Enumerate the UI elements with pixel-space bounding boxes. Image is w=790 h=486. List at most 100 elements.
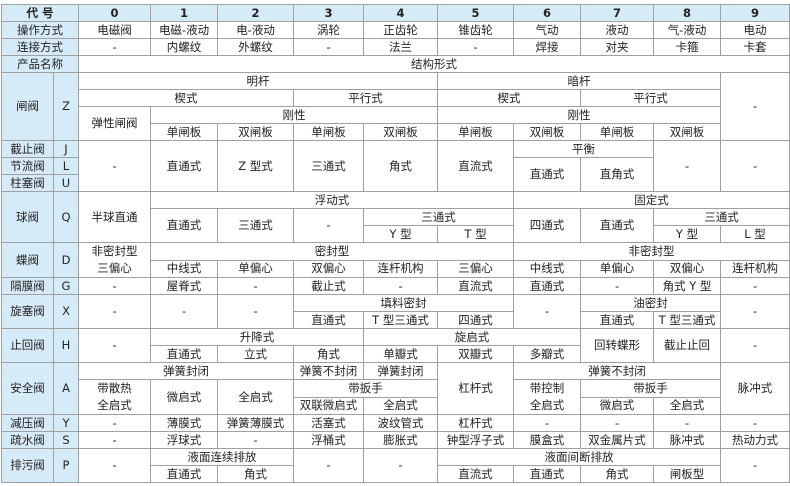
cell: -	[293, 448, 365, 483]
cell: 截止式	[293, 277, 365, 295]
cell: 双闸板	[217, 123, 295, 141]
cell: 直流式	[437, 465, 515, 483]
cell: 涡轮	[293, 21, 365, 39]
gate-row: 弹性闸阀 刚性 刚性	[2, 106, 790, 141]
cell: 三通式	[363, 208, 515, 226]
cell: 楔式	[437, 89, 582, 107]
cell: 带控制 全启式	[513, 379, 582, 415]
cell: 电磁-液动	[150, 21, 219, 39]
cell: -	[150, 294, 219, 329]
cell: 三偏心	[437, 259, 515, 278]
column-header: 0	[78, 4, 152, 22]
throttle-row: 节流阀 L 直通式 直角式	[1, 157, 790, 192]
cell: 双闸板	[363, 123, 439, 141]
cell: 直通式	[150, 208, 219, 243]
valve-code: D	[52, 242, 80, 278]
valve-name: 节流阀	[1, 157, 54, 175]
cell: -	[720, 294, 790, 329]
cell: 半球直通	[78, 191, 152, 243]
column-header: 2	[217, 4, 295, 22]
valve-code: J	[52, 140, 80, 158]
cell: 脉冲式	[720, 362, 790, 415]
cell: 双瓣式	[437, 345, 515, 363]
cell: 直通式	[513, 157, 582, 192]
cell: 正齿轮	[363, 21, 439, 39]
cell: 杠杆式	[437, 362, 515, 415]
cell: Y 型	[653, 225, 722, 243]
cell: 电动	[720, 21, 790, 39]
cell: 油密封	[580, 294, 722, 312]
globe-row: 截止阀 J - 直通式 Z 型式 三通式 角式 直流式 平衡 - -	[1, 140, 790, 192]
cell-line: 全启式	[97, 398, 132, 412]
cell: 微启式	[150, 379, 219, 415]
column-header: 8	[653, 4, 722, 22]
cell: 膨胀式	[363, 431, 439, 449]
cell: 法兰	[363, 38, 439, 56]
safety-row: 带散热 全启式 微启式 全启式 带扳手 带控制 全启式 带扳手	[2, 379, 790, 415]
cell-line: 带控制	[529, 381, 565, 395]
cell: 气动	[513, 21, 582, 39]
cell: Z 型式	[217, 140, 295, 192]
cell: 非密封型 三偏心	[78, 242, 152, 278]
cell: 角式	[293, 345, 365, 363]
cell: 直通式	[513, 465, 582, 483]
cell: 平行式	[293, 89, 439, 107]
plunger-row: 柱塞阀 U	[1, 174, 790, 192]
valve-name: 止回阀	[1, 328, 54, 363]
gate-row: 楔式 平行式 楔式 平行式	[2, 89, 790, 107]
cell: 直通式	[150, 465, 219, 483]
cell: 脉冲式	[653, 431, 722, 449]
cell: 中线式	[150, 259, 219, 278]
column-header: 1	[150, 4, 219, 22]
valve-name: 柱塞阀	[1, 174, 54, 192]
cell: 升降式	[150, 328, 365, 346]
cell: 密封型	[150, 242, 515, 261]
valve-name: 排污阀	[1, 448, 54, 483]
cell: L 型	[720, 225, 790, 243]
structure-label: 结构形式	[78, 55, 790, 73]
cell: 液动	[580, 21, 655, 39]
valve-name: 截止阀	[1, 140, 54, 158]
cell: -	[217, 294, 295, 329]
check-row: 止回阀 H - 升降式 旋启式 回转蝶形 截止止回 -	[1, 328, 790, 363]
reducing-row: 减压阀 Y - 薄膜式 弹簧薄膜式 活塞式 波纹管式 杠杆式 - - - -	[1, 414, 790, 432]
butterfly-row: 蝶阀 D 非密封型 三偏心 密封型 非密封型	[1, 242, 790, 278]
cell: 角式	[580, 465, 655, 483]
valve-code: H	[52, 328, 80, 363]
cell: 闸板型	[653, 465, 722, 483]
cell: -	[78, 448, 152, 483]
cell: 连杆机构	[363, 259, 439, 278]
cell: T 型三通式	[363, 311, 439, 329]
cell: -	[78, 38, 152, 56]
cell: -	[513, 414, 582, 432]
cell: -	[720, 277, 790, 295]
cell: 连杆机构	[720, 259, 790, 278]
cell: 刚性	[150, 106, 439, 124]
valve-code: L	[52, 157, 80, 175]
cell: 单瓣式	[363, 345, 439, 363]
cell: T 型三通式	[653, 311, 722, 329]
cell: 浮球式	[150, 431, 219, 449]
cell: -	[293, 208, 365, 243]
cell: 直通式	[293, 311, 365, 329]
valve-name: 安全阀	[1, 362, 54, 415]
cell: 单闸板	[580, 123, 655, 141]
cell: 膜盒式	[513, 431, 582, 449]
cell: 薄膜式	[150, 414, 219, 432]
cell: 弹簧薄膜式	[217, 414, 295, 432]
ball-row: 直通式 三通式 - 三通式 四通式 直通式 三通式	[2, 208, 790, 243]
cell: -	[78, 431, 152, 449]
valve-name: 旋塞阀	[1, 294, 54, 329]
cell: 直通式	[513, 277, 582, 295]
cell: -	[720, 140, 790, 192]
cell: 气-液动	[653, 21, 722, 39]
trap-row: 疏水阀 S - 浮球式 - 浮桶式 膨胀式 钟型浮子式 膜盒式 双金属片式 脉冲…	[1, 431, 790, 449]
cell: 活塞式	[293, 414, 365, 432]
valve-code-table: 代 号 0 1 2 3 4 5 6 7 8 9 操作方式 电磁阀 电磁-液动 电…	[0, 4, 790, 483]
cell: 带散热 全启式	[78, 379, 152, 415]
cell: 单闸板	[150, 123, 219, 141]
plug-row: 旋塞阀 X - - - 填料密封 - 油密封 -	[1, 294, 790, 329]
cell: 固定式	[513, 191, 790, 209]
cell: 钟型浮子式	[437, 431, 515, 449]
cell: -	[217, 431, 295, 449]
